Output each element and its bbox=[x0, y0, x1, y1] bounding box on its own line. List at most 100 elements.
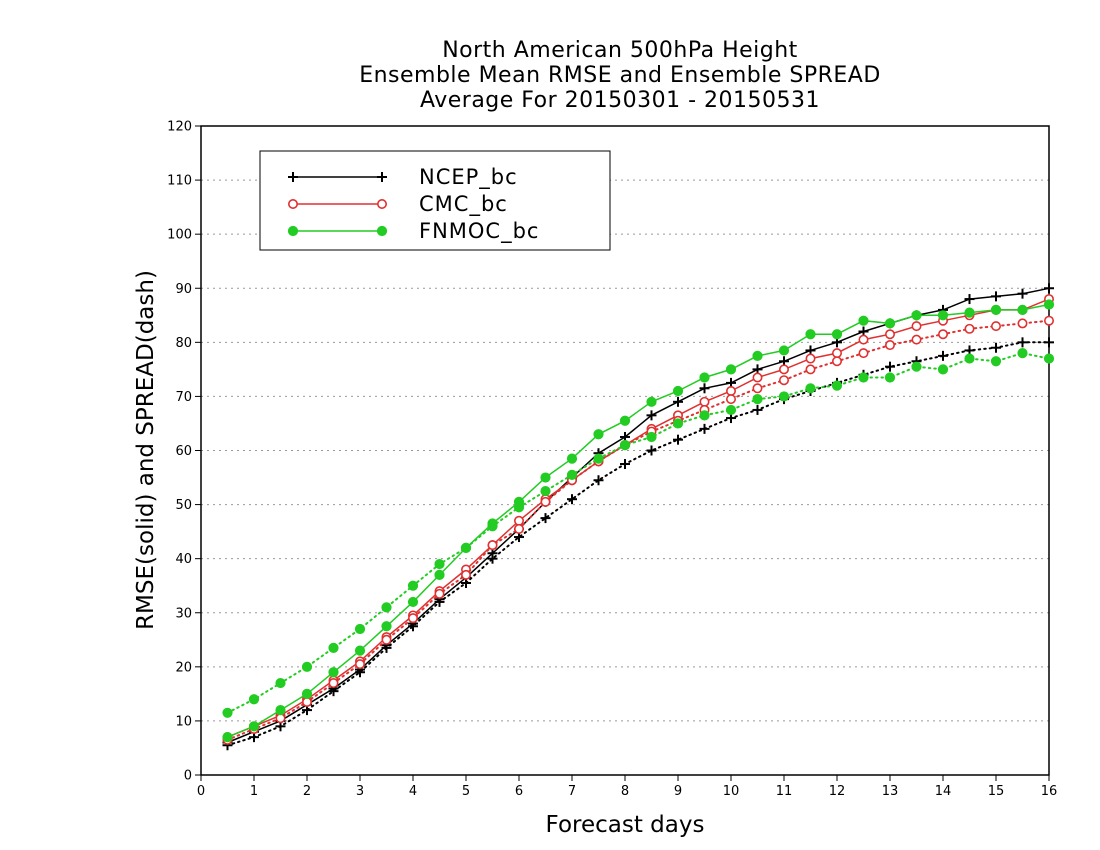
data-point bbox=[725, 404, 737, 416]
y-tick-label: 100 bbox=[167, 228, 192, 243]
series-line bbox=[226, 341, 1050, 747]
data-point bbox=[990, 304, 1002, 315]
data-point bbox=[646, 431, 657, 443]
series-ncep-bc-spread bbox=[222, 337, 1054, 751]
data-point bbox=[487, 540, 498, 551]
data-point bbox=[725, 386, 736, 397]
x-tick-label: 4 bbox=[409, 784, 417, 799]
data-point bbox=[1017, 288, 1028, 299]
legend-label: FNMOC_bc bbox=[419, 219, 539, 244]
data-point bbox=[407, 596, 419, 608]
data-point bbox=[381, 602, 392, 613]
data-point bbox=[407, 580, 419, 591]
data-point bbox=[593, 429, 604, 440]
data-point bbox=[752, 394, 763, 405]
x-tick-label: 11 bbox=[776, 784, 793, 799]
data-point bbox=[275, 677, 286, 689]
data-point bbox=[381, 621, 392, 632]
data-point bbox=[1044, 315, 1055, 326]
data-point bbox=[752, 350, 763, 361]
data-point bbox=[301, 688, 313, 699]
data-point bbox=[487, 521, 498, 532]
data-point bbox=[778, 391, 790, 402]
data-point bbox=[646, 445, 657, 456]
data-point bbox=[222, 707, 233, 718]
legend-marker bbox=[288, 172, 298, 182]
data-point bbox=[566, 469, 578, 480]
data-point bbox=[805, 329, 816, 340]
data-point bbox=[566, 453, 578, 464]
y-tick-label: 40 bbox=[175, 552, 192, 567]
y-tick-label: 120 bbox=[167, 120, 192, 135]
data-point bbox=[911, 310, 922, 321]
data-point bbox=[911, 321, 922, 332]
data-point bbox=[964, 307, 975, 318]
x-tick-label: 5 bbox=[462, 784, 470, 799]
data-point bbox=[354, 645, 366, 656]
data-point bbox=[301, 696, 312, 707]
data-point bbox=[752, 372, 763, 383]
data-point bbox=[699, 396, 710, 407]
data-point bbox=[884, 340, 895, 351]
data-point bbox=[593, 475, 604, 486]
legend-marker bbox=[287, 225, 299, 237]
x-tick-label: 13 bbox=[882, 784, 899, 799]
legend-marker bbox=[376, 199, 387, 210]
data-point bbox=[1044, 337, 1054, 348]
y-tick-label: 70 bbox=[175, 390, 192, 405]
data-point bbox=[964, 353, 975, 364]
data-point bbox=[513, 502, 525, 513]
legend-label: CMC_bc bbox=[419, 192, 508, 217]
x-tick-label: 1 bbox=[250, 784, 258, 799]
x-tick-label: 10 bbox=[723, 784, 740, 799]
data-point bbox=[991, 342, 1001, 353]
data-point bbox=[513, 515, 524, 526]
data-point bbox=[885, 361, 895, 372]
data-point bbox=[699, 410, 710, 421]
data-point bbox=[699, 423, 710, 434]
data-point bbox=[487, 553, 498, 564]
data-point bbox=[884, 318, 896, 329]
y-tick-label: 10 bbox=[175, 714, 192, 729]
data-point bbox=[831, 329, 843, 340]
data-point bbox=[964, 294, 975, 305]
x-tick-label: 2 bbox=[303, 784, 311, 799]
y-tick-label: 50 bbox=[175, 498, 192, 513]
x-tick-label: 15 bbox=[988, 784, 1005, 799]
x-tick-label: 9 bbox=[674, 784, 682, 799]
legend-marker bbox=[376, 225, 388, 237]
data-point bbox=[619, 415, 631, 426]
data-point bbox=[1043, 299, 1055, 310]
data-point bbox=[540, 513, 551, 524]
x-tick-label: 12 bbox=[829, 784, 846, 799]
data-point bbox=[778, 375, 789, 386]
y-tick-label: 0 bbox=[184, 769, 192, 784]
series-fnmoc-bc bbox=[222, 299, 1055, 743]
data-point bbox=[858, 315, 869, 326]
y-tick-label: 20 bbox=[175, 660, 192, 675]
data-point bbox=[646, 410, 657, 421]
x-tick-label: 16 bbox=[1041, 784, 1058, 799]
legend-label: NCEP_bc bbox=[419, 165, 518, 190]
data-point bbox=[460, 542, 472, 553]
data-point bbox=[805, 364, 816, 375]
gridlines bbox=[201, 179, 1049, 722]
data-point bbox=[434, 569, 445, 580]
data-point bbox=[725, 394, 736, 405]
y-axis-title: RMSE(solid) and SPREAD(dash) bbox=[133, 270, 159, 630]
data-point bbox=[699, 383, 710, 394]
series-ncep-bc bbox=[222, 283, 1054, 748]
data-point bbox=[222, 732, 233, 743]
data-point bbox=[672, 418, 684, 429]
data-point bbox=[990, 356, 1002, 367]
data-point bbox=[990, 321, 1001, 332]
data-point bbox=[407, 613, 418, 624]
data-point bbox=[328, 678, 339, 689]
data-point bbox=[937, 329, 948, 340]
data-point bbox=[540, 472, 551, 483]
data-point bbox=[778, 364, 789, 375]
legend-box bbox=[259, 150, 611, 251]
series-line bbox=[227, 303, 1050, 738]
